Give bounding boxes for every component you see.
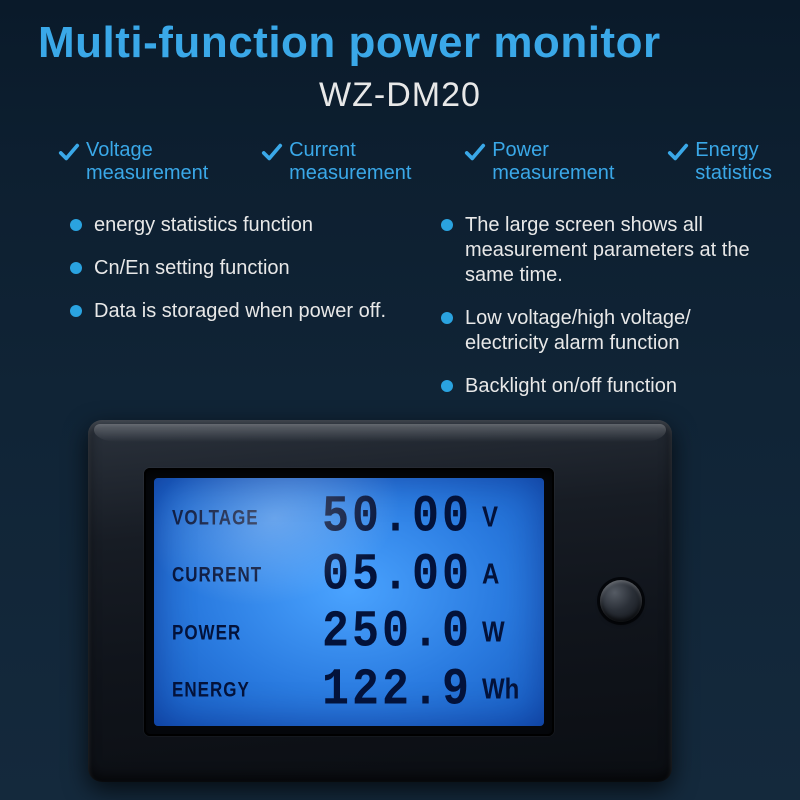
bullet-dot-icon bbox=[70, 305, 82, 317]
lcd-row-voltage: VOLTAGE 50.00 V bbox=[172, 492, 528, 543]
check-item-voltage: Voltage measurement bbox=[58, 139, 208, 185]
lcd-value: 250.0 bbox=[282, 603, 478, 662]
check-label: Current measurement bbox=[289, 139, 411, 185]
bullet-dot-icon bbox=[441, 219, 453, 231]
lcd-row-energy: ENERGY 122.9 Wh bbox=[172, 665, 528, 716]
lcd-label: CURRENT bbox=[172, 563, 282, 588]
page-title: Multi-function power monitor bbox=[0, 0, 800, 68]
lcd-row-power: POWER 250.0 W bbox=[172, 607, 528, 658]
check-item-energy: Energy statistics bbox=[667, 139, 772, 185]
check-label: Energy statistics bbox=[695, 139, 772, 185]
lcd-value: 50.00 bbox=[282, 488, 478, 547]
bullet-dot-icon bbox=[70, 262, 82, 274]
lcd-unit: A bbox=[478, 558, 528, 592]
lcd-value: 122.9 bbox=[282, 661, 478, 720]
check-item-power: Power measurement bbox=[464, 139, 614, 185]
check-label: Voltage measurement bbox=[86, 139, 208, 185]
device-button[interactable] bbox=[600, 580, 642, 622]
checkmark-icon bbox=[667, 141, 689, 163]
bullet-dot-icon bbox=[441, 312, 453, 324]
bullet-item: The large screen shows all measurement p… bbox=[441, 213, 772, 288]
lcd-label: ENERGY bbox=[172, 678, 282, 703]
check-feature-row: Voltage measurement Current measurement … bbox=[0, 115, 800, 185]
bullet-item: energy statistics function bbox=[70, 213, 401, 238]
model-number: WZ-DM20 bbox=[0, 76, 800, 115]
bullet-text: Data is storaged when power off. bbox=[94, 299, 386, 324]
bullet-item: Cn/En setting function bbox=[70, 256, 401, 281]
lcd-unit: V bbox=[478, 501, 528, 535]
checkmark-icon bbox=[261, 141, 283, 163]
lcd-row-current: CURRENT 05.00 A bbox=[172, 550, 528, 601]
bullets-right: The large screen shows all measurement p… bbox=[441, 213, 772, 417]
lcd-unit: Wh bbox=[478, 674, 528, 708]
check-label: Power measurement bbox=[492, 139, 614, 185]
bullet-text: Backlight on/off function bbox=[465, 374, 677, 399]
bullets-left: energy statistics function Cn/En setting… bbox=[70, 213, 401, 417]
lcd-screen: VOLTAGE 50.00 V CURRENT 05.00 A POWER 25… bbox=[154, 478, 544, 726]
check-item-current: Current measurement bbox=[261, 139, 411, 185]
bullet-text: The large screen shows all measurement p… bbox=[465, 213, 772, 288]
bullet-dot-icon bbox=[441, 380, 453, 392]
bullet-text: energy statistics function bbox=[94, 213, 313, 238]
lcd-unit: W bbox=[478, 616, 528, 650]
device-stage: VOLTAGE 50.00 V CURRENT 05.00 A POWER 25… bbox=[0, 420, 800, 800]
lcd-value: 05.00 bbox=[282, 546, 478, 605]
bullet-item: Low voltage/high voltage/ electricity al… bbox=[441, 306, 772, 356]
feature-bullets: energy statistics function Cn/En setting… bbox=[0, 185, 800, 417]
lcd-label: VOLTAGE bbox=[172, 505, 282, 530]
checkmark-icon bbox=[58, 141, 80, 163]
bullet-item: Backlight on/off function bbox=[441, 374, 772, 399]
checkmark-icon bbox=[464, 141, 486, 163]
bullet-text: Low voltage/high voltage/ electricity al… bbox=[465, 306, 772, 356]
lcd-label: POWER bbox=[172, 620, 282, 645]
bullet-item: Data is storaged when power off. bbox=[70, 299, 401, 324]
product-infographic: Multi-function power monitor WZ-DM20 Vol… bbox=[0, 0, 800, 800]
bullet-dot-icon bbox=[70, 219, 82, 231]
bullet-text: Cn/En setting function bbox=[94, 256, 290, 281]
device-shadow bbox=[58, 762, 678, 788]
power-monitor-device: VOLTAGE 50.00 V CURRENT 05.00 A POWER 25… bbox=[88, 420, 672, 782]
